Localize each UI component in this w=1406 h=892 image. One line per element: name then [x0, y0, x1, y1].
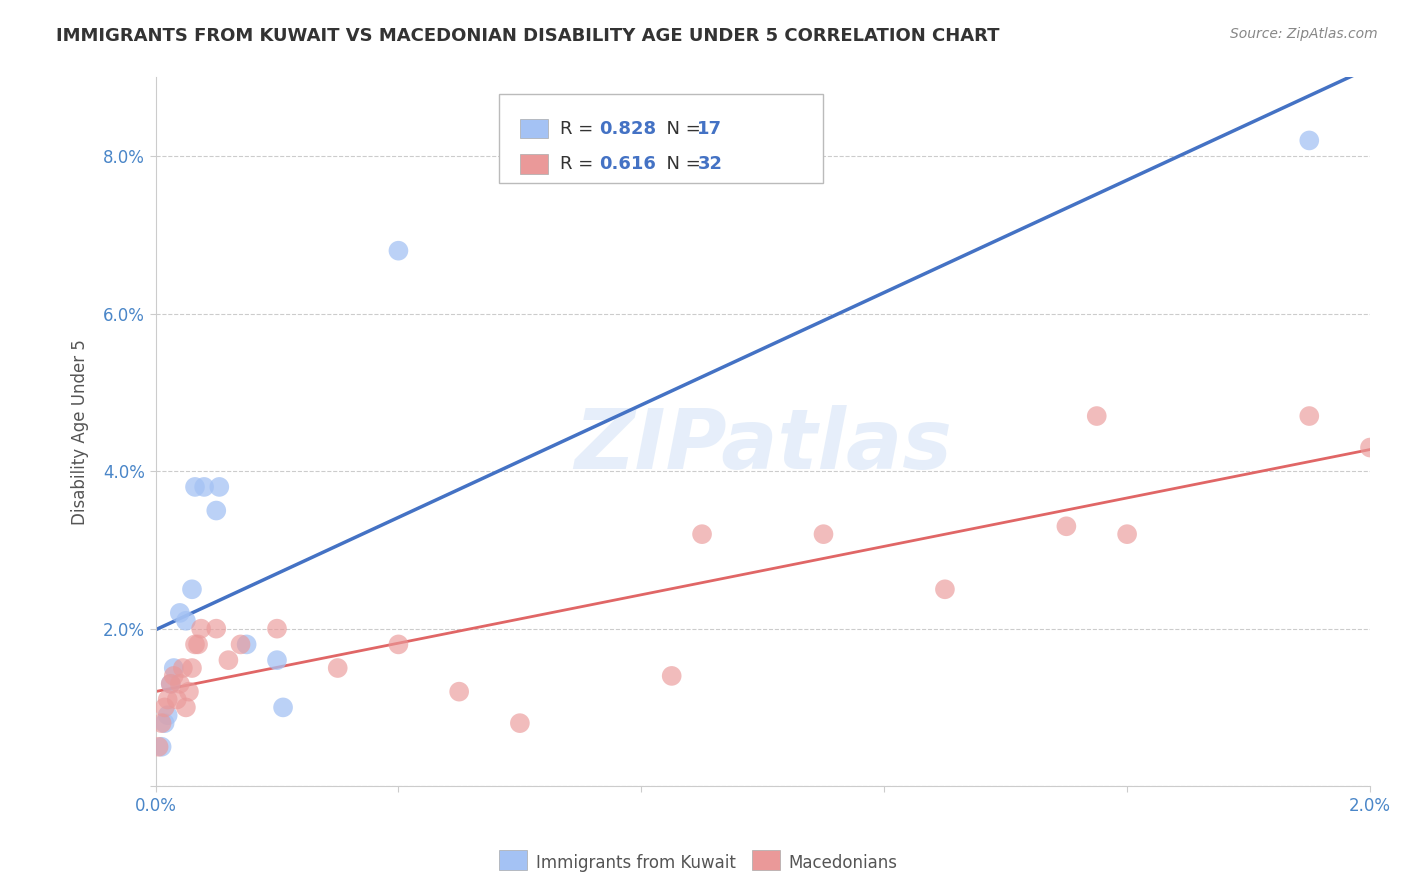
Point: [184, 637, 207, 651]
Point: [163, 661, 186, 675]
Text: R =: R =: [560, 120, 599, 137]
Point: [813, 527, 835, 541]
Point: [271, 700, 294, 714]
Text: Source: ZipAtlas.com: Source: ZipAtlas.com: [1230, 27, 1378, 41]
Point: [159, 677, 181, 691]
Text: Immigrants from Kuwait: Immigrants from Kuwait: [536, 854, 735, 871]
Point: [174, 614, 197, 628]
Point: [1054, 519, 1077, 533]
Point: [661, 669, 683, 683]
Point: [235, 637, 257, 651]
Point: [187, 637, 209, 651]
Point: [169, 677, 191, 691]
Text: 17: 17: [697, 120, 723, 137]
Point: [174, 700, 197, 714]
Point: [205, 503, 228, 517]
Point: [150, 716, 173, 731]
Text: R =: R =: [560, 155, 599, 173]
Point: [166, 692, 188, 706]
Point: [193, 480, 215, 494]
Text: 0.616: 0.616: [599, 155, 655, 173]
Point: [1298, 409, 1320, 423]
Point: [387, 244, 409, 258]
Point: [690, 527, 713, 541]
Point: [229, 637, 252, 651]
Text: IMMIGRANTS FROM KUWAIT VS MACEDONIAN DISABILITY AGE UNDER 5 CORRELATION CHART: IMMIGRANTS FROM KUWAIT VS MACEDONIAN DIS…: [56, 27, 1000, 45]
Point: [190, 622, 212, 636]
Point: [266, 653, 288, 667]
Point: [148, 739, 170, 754]
Point: [159, 677, 181, 691]
Point: [156, 708, 179, 723]
Point: [181, 661, 204, 675]
Point: [181, 582, 204, 597]
Point: [1358, 441, 1381, 455]
Point: [208, 480, 231, 494]
Point: [150, 739, 173, 754]
Text: 32: 32: [697, 155, 723, 173]
Point: [156, 692, 179, 706]
Y-axis label: Disability Age Under 5: Disability Age Under 5: [72, 339, 89, 524]
Text: Macedonians: Macedonians: [789, 854, 898, 871]
Point: [509, 716, 531, 731]
Point: [153, 716, 176, 731]
Point: [266, 622, 288, 636]
Point: [217, 653, 239, 667]
Point: [163, 669, 186, 683]
Text: 0.828: 0.828: [599, 120, 657, 137]
Point: [184, 480, 207, 494]
Point: [153, 700, 176, 714]
Point: [169, 606, 191, 620]
Text: N =: N =: [655, 120, 707, 137]
Point: [387, 637, 409, 651]
Point: [1085, 409, 1108, 423]
Point: [449, 684, 471, 698]
Point: [172, 661, 194, 675]
Point: [177, 684, 200, 698]
Point: [1116, 527, 1139, 541]
Text: ZIPatlas: ZIPatlas: [574, 406, 952, 486]
Text: N =: N =: [655, 155, 707, 173]
Point: [205, 622, 228, 636]
Point: [326, 661, 349, 675]
Point: [1298, 133, 1320, 147]
Point: [934, 582, 956, 597]
